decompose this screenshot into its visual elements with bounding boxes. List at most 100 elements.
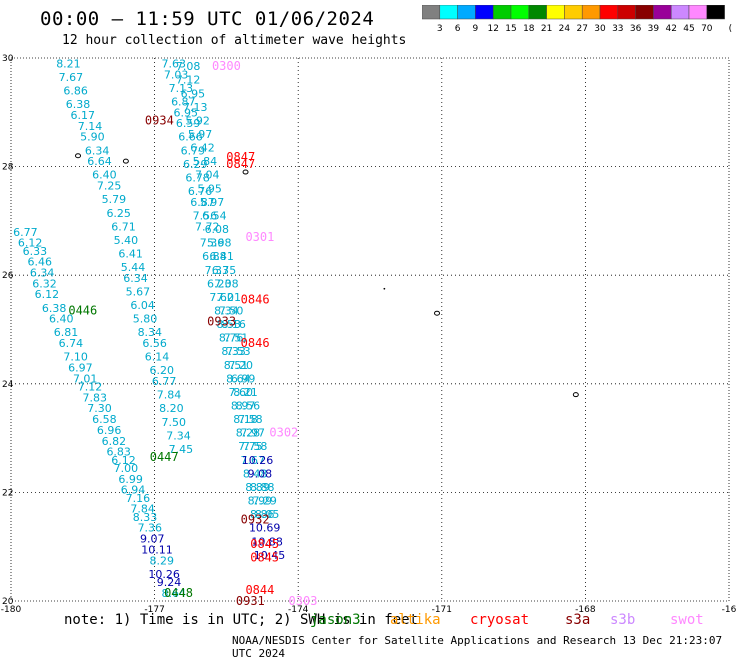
- wave-height-label: 6.12: [18, 237, 43, 250]
- colorbar-unit: (ft): [729, 24, 732, 34]
- wave-height-label: 5.79: [102, 193, 127, 206]
- wave-height-label: 8.20: [159, 402, 184, 415]
- wave-height-label: 8.64: [161, 587, 186, 600]
- wave-height-label: 7.36: [138, 522, 163, 535]
- colorbar-swatch: [635, 5, 654, 20]
- pass-time-label: 0931: [236, 594, 265, 608]
- pass-time-label: 0846: [241, 293, 270, 307]
- wave-height-label: 6.87: [171, 95, 196, 108]
- wave-height-label: 6.74: [59, 337, 84, 350]
- pass-time-label: 0303: [289, 594, 318, 608]
- wave-height-label: 6.77: [13, 226, 38, 239]
- island-outline: [122, 158, 129, 164]
- wave-height-label: 8.64: [226, 372, 251, 385]
- wave-height-label: 6.38: [42, 302, 67, 315]
- wave-height-label: 5.80: [133, 313, 158, 326]
- wave-height-label: 7.50: [219, 304, 244, 317]
- wave-height-label: 6.14: [145, 351, 170, 364]
- wave-height-label: 7.08: [176, 60, 201, 73]
- colorbar-swatch: [617, 5, 636, 20]
- colorbar-swatch: [670, 5, 690, 20]
- wave-height-label: 7.34: [166, 429, 191, 442]
- wave-height-label: 8.51: [224, 359, 249, 372]
- colorbar-label: 36: [630, 24, 642, 34]
- wave-height-label: 5.97: [200, 196, 225, 209]
- wave-height-label: 10.69: [249, 522, 281, 535]
- wave-height-label: 7.30: [87, 402, 112, 415]
- wave-height-label: 8.29: [150, 554, 175, 567]
- wave-height-label: 6.12: [35, 288, 60, 301]
- wave-height-label: 6.34: [123, 272, 148, 285]
- wave-height-label: 5.95: [197, 182, 222, 195]
- wave-height-label: 7.10: [63, 351, 88, 364]
- colorbar-label: 39: [648, 24, 660, 34]
- colorbar-label: 27: [576, 24, 587, 34]
- wave-height-label: 6.95: [173, 106, 198, 119]
- wave-height-label: 5.84: [193, 155, 218, 168]
- pass-time-label: 0846: [241, 336, 270, 350]
- wave-height-label: 6.08: [205, 223, 230, 236]
- wave-height-label: 5.40: [114, 234, 139, 247]
- wave-height-label: 7.45: [169, 443, 194, 456]
- wave-height-label: 6.94: [121, 484, 146, 497]
- wave-height-label: 7.03: [164, 68, 189, 81]
- wave-height-label: 6.40: [92, 169, 117, 182]
- wave-height-label: 6.56: [142, 337, 167, 350]
- wave-height-label: 7.13: [169, 82, 194, 95]
- colorbar-label: 9: [473, 24, 479, 34]
- wave-height-label: 7.20: [229, 359, 254, 372]
- wave-height-label: 5.67: [126, 285, 151, 298]
- wave-height-label: 10.26: [242, 454, 274, 467]
- wave-height-label: 6.29: [183, 158, 208, 171]
- wave-height-label: 8.21: [233, 386, 258, 399]
- wave-height-label: 6.64: [87, 155, 112, 168]
- x-tick-label: -180: [1, 605, 22, 615]
- y-tick-label: 20: [2, 597, 14, 607]
- wave-height-label: 7.51: [224, 332, 249, 345]
- colorbar-label: 24: [559, 24, 571, 34]
- wave-height-label: 8.99: [248, 495, 273, 508]
- wave-height-label: 7.84: [157, 389, 182, 402]
- colorbar-swatch: [706, 5, 725, 20]
- wave-height-label: 6.59: [176, 117, 201, 130]
- wave-height-label: 6.66: [178, 131, 203, 144]
- wave-height-label: 7.75: [238, 440, 263, 453]
- colorbar-label: 21: [541, 24, 552, 34]
- pass-time-label: 0934: [145, 113, 174, 127]
- wave-height-label: 8.16: [221, 318, 246, 331]
- wave-height-label: 8.33: [221, 345, 246, 358]
- wave-height-label: 7.01: [73, 372, 98, 385]
- wave-height-label: 6.83: [106, 446, 131, 459]
- wave-height-label: 7.67: [240, 454, 265, 467]
- pass-time-label: 0302: [269, 426, 298, 440]
- wave-height-label: 6.82: [102, 435, 127, 448]
- wave-height-label: 6.34: [30, 266, 55, 279]
- wave-height-label: 7.67: [59, 71, 84, 84]
- wave-height-label: 6.58: [92, 413, 117, 426]
- wave-height-label: 9.08: [248, 467, 273, 480]
- wave-height-label: 5.44: [121, 261, 146, 274]
- wave-height-label: 7.12: [78, 381, 103, 394]
- colorbar-swatch: [475, 5, 494, 20]
- wave-height-label: 5.98: [207, 237, 232, 250]
- pass-time-label: 0301: [245, 230, 274, 244]
- chart-subtitle: 12 hour collection of altimeter wave hei…: [62, 33, 407, 48]
- wave-height-label: 8.89: [245, 481, 270, 494]
- chart-title: 00:00 – 11:59 UTC 01/06/2024: [40, 8, 375, 30]
- wave-height-label: 8.28: [236, 427, 261, 440]
- wave-height-label: 7.29: [252, 495, 277, 508]
- pass-time-label: 0845: [250, 551, 279, 565]
- wave-height-label: 7.83: [83, 391, 108, 404]
- wave-height-label: 6.34: [85, 144, 110, 157]
- wave-height-label: 8.34: [214, 304, 239, 317]
- credit-line: NOAA/NESDIS Center for Satellite Applica…: [232, 634, 723, 660]
- colorbar-label: 18: [523, 24, 535, 34]
- satellite-legend-entry: swot: [670, 612, 704, 628]
- colorbar-label: 12: [487, 24, 498, 34]
- y-tick-label: 26: [2, 271, 14, 281]
- wave-height-label: 8.56: [236, 400, 261, 413]
- wave-height-label: 8.48: [243, 467, 268, 480]
- wave-height-label: 7.56: [193, 209, 218, 222]
- y-tick-label: 28: [2, 163, 14, 173]
